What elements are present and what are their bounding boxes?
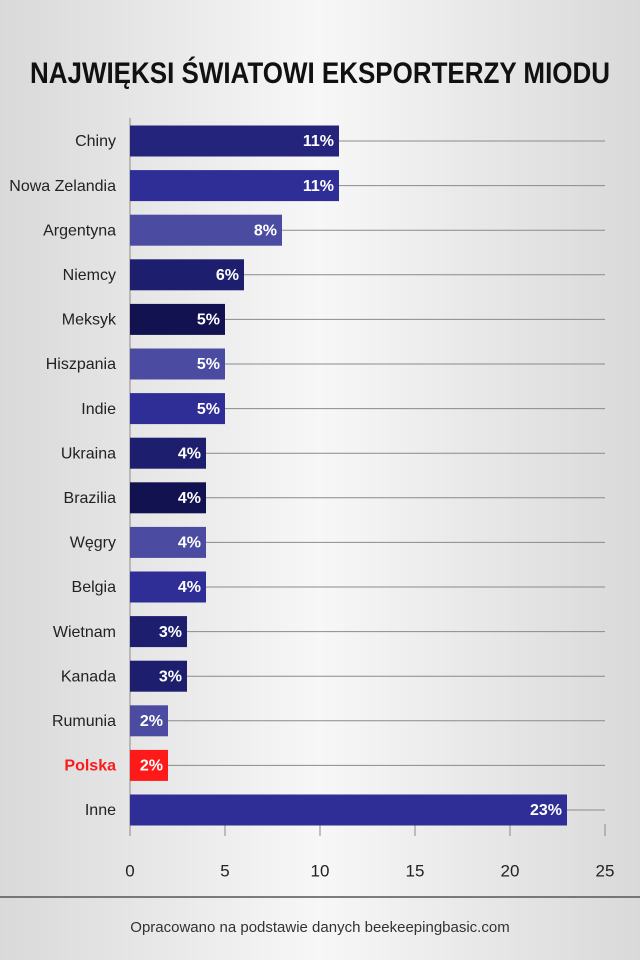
bar <box>130 660 187 692</box>
chart-title: NAJWIĘKSI ŚWIATOWI EKSPORTERZY MIODU <box>30 56 610 90</box>
bar <box>130 571 206 603</box>
y-tick-label: Nowa Zelandia <box>9 178 116 195</box>
y-tick-label: Polska <box>64 758 116 775</box>
y-tick-label: Indie <box>81 401 116 418</box>
data-label: 2% <box>140 713 163 730</box>
bar <box>130 705 168 737</box>
x-tick-label: 5 <box>220 861 229 880</box>
y-tick-label: Kanada <box>61 668 116 685</box>
bar <box>130 125 339 157</box>
data-label: 4% <box>178 445 201 462</box>
data-label: 23% <box>530 802 562 819</box>
y-tick-label: Ukraina <box>61 445 116 462</box>
data-label: 8% <box>254 222 277 239</box>
data-label: 11% <box>303 178 334 195</box>
bar <box>130 303 225 335</box>
y-tick-label: Chiny <box>75 133 116 150</box>
y-tick-label: Argentyna <box>43 222 116 239</box>
y-tick-label: Rumunia <box>52 713 116 730</box>
source: Opracowano na podstawie danych beekeepin… <box>130 919 509 936</box>
x-tick-label: 25 <box>596 861 615 880</box>
bar <box>130 749 168 781</box>
x-tick-label: 0 <box>125 861 134 880</box>
data-label: 6% <box>216 267 239 284</box>
bar <box>130 393 225 425</box>
y-tick-label: Niemcy <box>63 267 116 284</box>
bar <box>130 437 206 469</box>
bar <box>130 794 567 826</box>
y-tick-label: Wietnam <box>53 624 116 641</box>
bar <box>130 348 225 380</box>
bar <box>130 526 206 558</box>
data-label: 2% <box>140 758 163 775</box>
data-label: 3% <box>159 668 182 685</box>
data-label: 4% <box>178 535 201 552</box>
x-tick-label: 15 <box>406 861 425 880</box>
bar <box>130 214 282 246</box>
y-tick-label: Hiszpania <box>46 356 116 373</box>
data-label: 3% <box>159 624 182 641</box>
y-tick-label: Inne <box>85 802 116 819</box>
x-tick-label: 20 <box>501 861 520 880</box>
y-tick-label: Brazilia <box>64 490 117 507</box>
bar <box>130 259 244 291</box>
y-tick-label: Węgry <box>70 535 116 552</box>
data-label: 5% <box>197 356 220 373</box>
data-label: 4% <box>178 579 201 596</box>
data-label: 5% <box>197 401 220 418</box>
y-tick-label: Belgia <box>72 579 117 596</box>
bar <box>130 170 339 202</box>
x-tick-label: 10 <box>311 861 330 880</box>
y-tick-label: Meksyk <box>62 312 117 329</box>
data-label: 4% <box>178 490 201 507</box>
data-label: 11% <box>303 133 334 150</box>
bar <box>130 482 206 514</box>
bar <box>130 616 187 648</box>
data-label: 5% <box>197 312 220 329</box>
